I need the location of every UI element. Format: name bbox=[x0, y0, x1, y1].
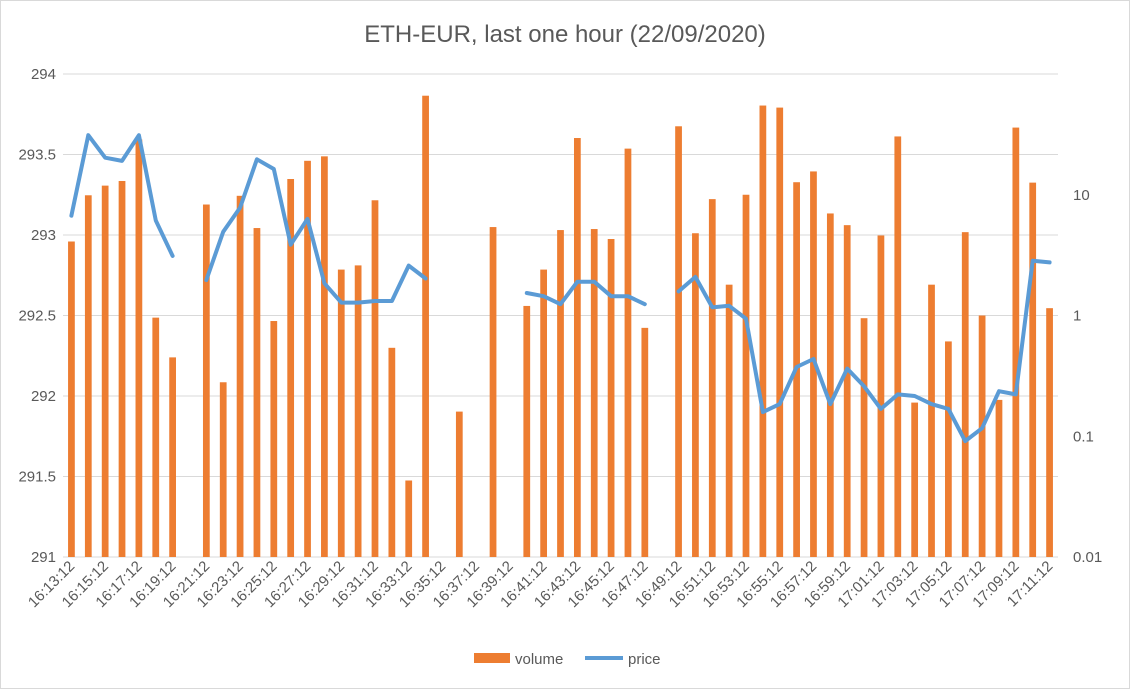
y-right-tick-label: 10 bbox=[1073, 187, 1090, 204]
volume-bar bbox=[590, 229, 598, 557]
volume-bar bbox=[894, 136, 902, 558]
volume-bar bbox=[135, 139, 143, 557]
y-left-tick-label: 291.5 bbox=[18, 469, 56, 486]
volume-bar bbox=[607, 239, 615, 558]
volume-bar bbox=[641, 327, 649, 557]
volume-bar bbox=[169, 357, 176, 557]
volume-bar bbox=[101, 185, 109, 558]
volume-bar bbox=[270, 321, 278, 557]
volume-bar bbox=[68, 241, 75, 557]
volume-bar bbox=[152, 317, 160, 557]
volume-bar bbox=[708, 199, 716, 557]
volume-bar bbox=[219, 382, 227, 557]
volume-bar bbox=[371, 200, 379, 558]
volume-bar bbox=[540, 269, 548, 557]
volume-bar bbox=[337, 269, 345, 557]
chart-title: ETH-EUR, last one hour (22/09/2020) bbox=[364, 21, 766, 48]
volume-bar bbox=[287, 179, 295, 557]
legend-label-volume: volume bbox=[515, 651, 563, 668]
volume-bar bbox=[826, 213, 834, 557]
volume-bar bbox=[1012, 127, 1020, 557]
volume-bar bbox=[776, 107, 784, 557]
y-left-tick-label: 294 bbox=[31, 66, 56, 83]
volume-bar bbox=[692, 233, 699, 558]
price-line bbox=[69, 133, 1052, 444]
volume-bar bbox=[1046, 308, 1053, 557]
price-line-segment bbox=[676, 258, 1052, 444]
price-line-segment bbox=[204, 157, 428, 305]
volume-bar bbox=[961, 232, 969, 558]
volume-bar bbox=[118, 180, 126, 557]
price-line-segment bbox=[69, 133, 175, 258]
volume-bar bbox=[304, 160, 311, 557]
volume-bar bbox=[978, 315, 986, 557]
volume-bar bbox=[573, 138, 581, 558]
y-left-tick-label: 293.5 bbox=[18, 147, 56, 164]
volume-bar bbox=[1029, 182, 1037, 557]
legend-label-price: price bbox=[628, 651, 661, 668]
y-left-tick-label: 292 bbox=[31, 388, 56, 405]
y-right-tick-label: 1 bbox=[1073, 308, 1081, 325]
y-left-tick-label: 291 bbox=[31, 549, 56, 566]
volume-bar bbox=[742, 194, 750, 557]
volume-bar bbox=[455, 411, 463, 557]
volume-bar bbox=[405, 480, 413, 557]
volume-bar bbox=[995, 399, 1003, 557]
volume-bar bbox=[843, 225, 851, 557]
volume-bar bbox=[928, 284, 935, 557]
volume-bar bbox=[489, 227, 497, 557]
volume-bar bbox=[422, 95, 429, 558]
volume-bar bbox=[945, 341, 952, 557]
y-left-tick-label: 292.5 bbox=[18, 308, 56, 325]
volume-bar bbox=[759, 105, 767, 558]
volume-bar bbox=[860, 318, 868, 557]
y-right-tick-label: 0.1 bbox=[1073, 428, 1094, 445]
volume-bar bbox=[202, 204, 210, 558]
legend-swatch-volume bbox=[474, 653, 510, 663]
volume-bar bbox=[557, 230, 564, 557]
volume-bar bbox=[675, 126, 682, 558]
volume-bar bbox=[253, 228, 261, 557]
volume-bar bbox=[911, 402, 919, 557]
legend: volume price bbox=[474, 651, 661, 668]
volume-bar bbox=[624, 148, 632, 557]
volume-bar bbox=[388, 347, 396, 557]
volume-bar bbox=[725, 284, 733, 557]
volume-bar bbox=[354, 265, 362, 557]
volume-bar bbox=[877, 235, 885, 557]
volume-bar bbox=[84, 195, 92, 558]
y-left-tick-label: 293 bbox=[31, 227, 56, 244]
volume-bar bbox=[321, 156, 328, 557]
volume-bar bbox=[523, 305, 531, 557]
volume-bar bbox=[236, 195, 244, 557]
y-right-tick-label: 0.01 bbox=[1073, 549, 1102, 566]
price-line-segment bbox=[524, 279, 647, 307]
